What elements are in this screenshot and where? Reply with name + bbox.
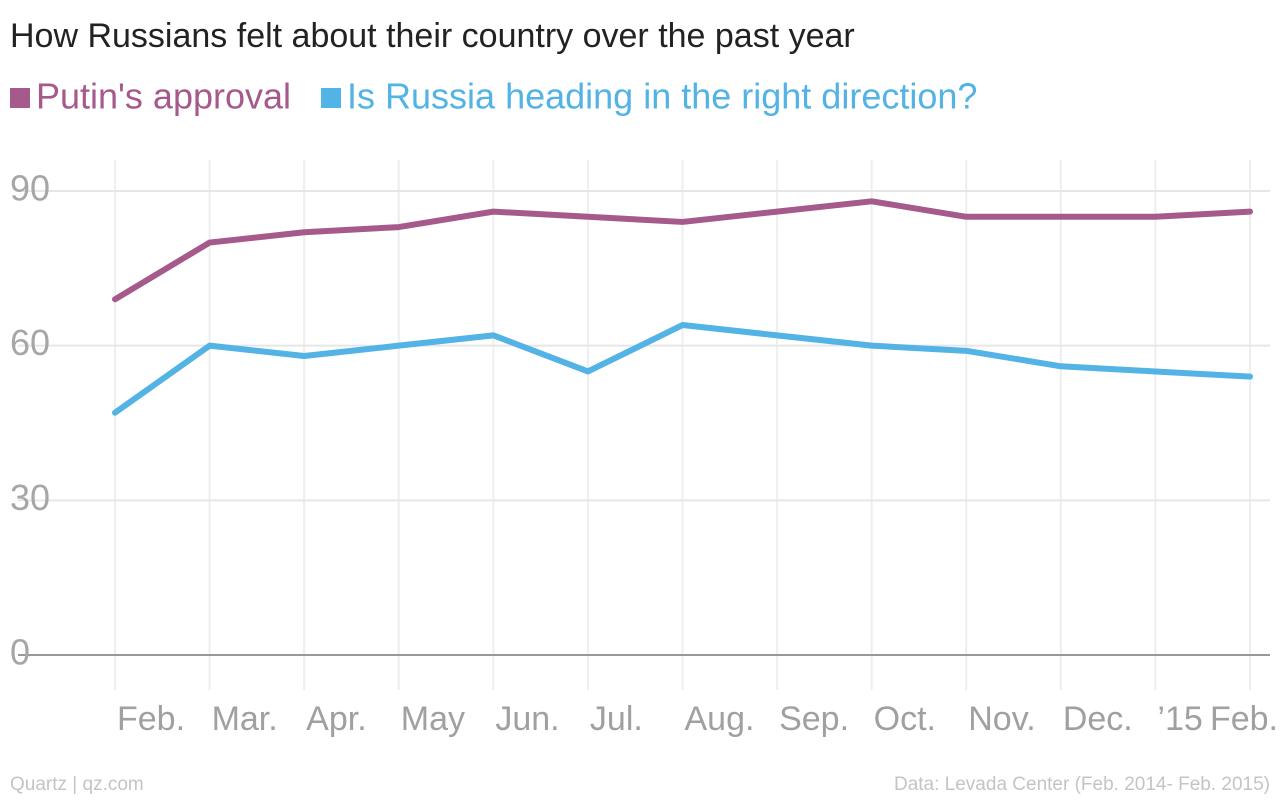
x-tick-label: Aug. xyxy=(685,700,755,738)
x-tick-label: Apr. xyxy=(306,700,366,738)
legend-label: Putin's approval xyxy=(36,76,291,117)
x-tick-label: Dec. xyxy=(1063,700,1133,738)
legend-swatch xyxy=(10,88,30,108)
legend-label: Is Russia heading in the right direction… xyxy=(347,76,977,117)
x-tick-label: Mar. xyxy=(212,700,278,738)
x-tick-label: Feb. xyxy=(1210,700,1278,738)
y-tick-label: 30 xyxy=(10,477,50,518)
x-tick-label: Jun. xyxy=(495,700,559,738)
x-tick-label: ’15 xyxy=(1157,700,1202,738)
y-tick-label: 60 xyxy=(10,322,50,363)
y-tick-label: 90 xyxy=(10,168,50,209)
x-tick-label: Sep. xyxy=(779,700,849,738)
chart-title: How Russians felt about their country ov… xyxy=(10,17,855,55)
x-tick-label: May xyxy=(401,700,465,738)
series-line xyxy=(112,322,1253,416)
series-line xyxy=(112,198,1253,303)
source-right: Data: Levada Center (Feb. 2014- Feb. 201… xyxy=(894,774,1270,795)
x-tick-label: Nov. xyxy=(968,700,1035,738)
source-left: Quartz | qz.com xyxy=(10,774,144,795)
x-tick-label: Feb. xyxy=(117,700,185,738)
x-tick-label: Jul. xyxy=(590,700,643,738)
y-tick-label: 0 xyxy=(10,632,30,673)
x-tick-label: Oct. xyxy=(874,700,936,738)
legend-swatch xyxy=(321,88,342,108)
